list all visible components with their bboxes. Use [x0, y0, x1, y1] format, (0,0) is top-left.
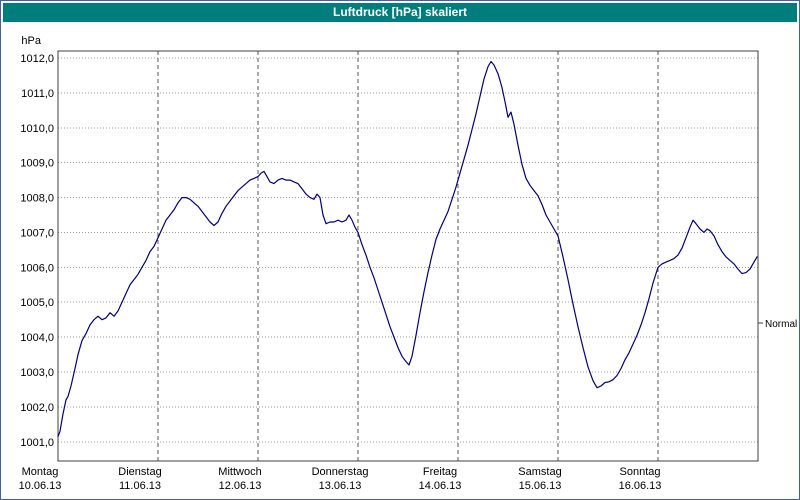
- y-tick-label: 1007,0: [20, 227, 54, 239]
- y-tick-label: 1011,0: [21, 88, 54, 100]
- pressure-line: [57, 60, 758, 438]
- day-name-label: Mittwoch: [218, 466, 261, 478]
- day-date-label: 14.06.13: [419, 480, 462, 492]
- day-date-label: 12.06.13: [219, 480, 262, 492]
- day-name-label: Sonntag: [620, 466, 661, 478]
- y-tick-label: 1006,0: [20, 262, 54, 274]
- y-tick-label: 1005,0: [20, 297, 54, 309]
- y-tick-label: 1001,0: [20, 437, 54, 449]
- day-name-label: Montag: [22, 466, 59, 478]
- day-date-label: 15.06.13: [519, 480, 562, 492]
- day-date-label: 10.06.13: [19, 480, 62, 492]
- y-tick-label: 1002,0: [20, 402, 54, 414]
- day-name-label: Donnerstag: [312, 466, 369, 478]
- y-tick-label: 1008,0: [20, 193, 54, 205]
- day-name-label: Samstag: [518, 466, 561, 478]
- day-date-label: 13.06.13: [319, 480, 362, 492]
- day-date-label: 16.06.13: [619, 480, 662, 492]
- day-name-label: Freitag: [423, 466, 457, 478]
- plot-frame: [57, 50, 759, 462]
- chart-title-bar: Luftdruck [hPa] skaliert: [3, 3, 797, 22]
- day-name-label: Dienstag: [118, 466, 161, 478]
- y-axis-unit-label: hPa: [21, 35, 41, 47]
- y-tick-label: 1009,0: [20, 158, 54, 170]
- y-tick-label: 1003,0: [20, 367, 54, 379]
- y-tick-label: 1010,0: [20, 123, 54, 135]
- normal-label: Normal: [765, 319, 797, 330]
- chart-title: Luftdruck [hPa] skaliert: [332, 5, 468, 19]
- y-tick-label: 1012,0: [20, 53, 54, 65]
- day-date-label: 11.06.13: [119, 480, 161, 492]
- y-tick-label: 1004,0: [20, 332, 54, 344]
